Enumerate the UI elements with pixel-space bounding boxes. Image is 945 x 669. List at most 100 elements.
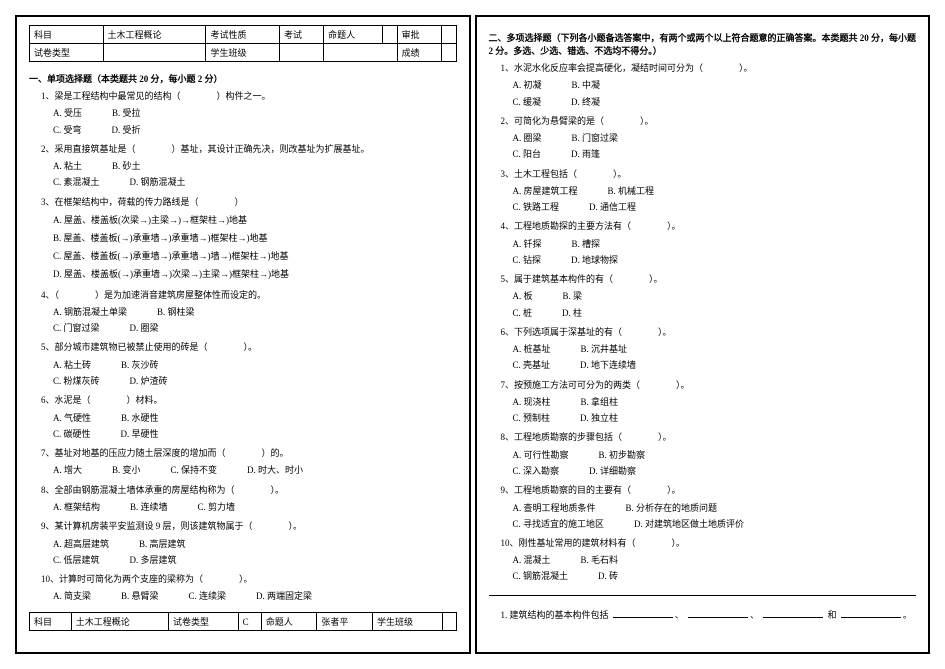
m4-c: C. 钻探	[513, 252, 542, 268]
q7-d: D. 时大、时小	[247, 462, 303, 478]
q2-stem: 2、采用直接筑基址是（ ）基址，其设计正确先决，则改基址为扩展基址。	[41, 142, 457, 156]
ftr-class-label: 学生班级	[373, 613, 443, 631]
q3-c: C. 屋盖、楼盖板(→)承重墙→)承重墙→)墙→)框架柱→)地基	[53, 248, 457, 264]
ftr-examiner-label: 命题人	[261, 613, 317, 631]
q5-stem: 5、部分城市建筑物已被禁止使用的砖是（ ）。	[41, 340, 457, 354]
m5-stem: 5、属于建筑基本构件的有（ ）。	[501, 272, 917, 286]
footer-table: 科目 土木工程概论 试卷类型 C 命题人 张者平 学生班级	[29, 612, 457, 631]
m2-b: B. 门窗过梁	[572, 130, 619, 146]
m9-stem: 9、工程地质勘察的目的主要有（ ）。	[501, 483, 917, 497]
m1-b: B. 中凝	[572, 77, 601, 93]
q5-c: C. 粉煤灰砖	[53, 373, 100, 389]
m8-c: C. 深入勘察	[513, 463, 560, 479]
q7-a: A. 增大	[53, 462, 82, 478]
hdr-reviewer-label: 审批	[397, 26, 441, 44]
q9-a: A. 超高层建筑	[53, 536, 109, 552]
hdr-exam-nature-label: 考试性质	[206, 26, 280, 44]
q1-d: D. 受折	[112, 122, 141, 138]
blank	[613, 608, 673, 618]
q1-a: A. 受压	[53, 105, 82, 121]
ftr-examiner-val: 张者平	[317, 613, 373, 631]
q7-stem: 7、基址对地基的压应力随土层深度的增加而（ ）的。	[41, 446, 457, 460]
and-text: 和	[828, 610, 837, 620]
q5-d: D. 炉渣砖	[130, 373, 168, 389]
right-page: 二、多项选择题（下列各小题备选答案中，有两个或两个以上符合题意的正确答案。本类题…	[475, 15, 931, 654]
m5-c: C. 桩	[513, 305, 533, 321]
q9-b: B. 高层建筑	[139, 536, 186, 552]
q1-c: C. 受弯	[53, 122, 82, 138]
m8-a: A. 可行性勘察	[513, 447, 569, 463]
m9-b: B. 分析存在的地质问题	[626, 500, 718, 516]
m10-a: A. 混凝土	[513, 552, 551, 568]
m7-a: A. 现浇柱	[513, 394, 551, 410]
q6-c: C. 碳硬性	[53, 426, 91, 442]
m7-d: D. 独立柱	[580, 410, 618, 426]
m7-stem: 7、按预施工方法可可分为的两类（ ）。	[501, 378, 917, 392]
m6-d: D. 地下连续墙	[580, 357, 636, 373]
m9-d: D. 对建筑地区做土地质评价	[634, 516, 744, 532]
q4-a: A. 钢筋混凝土单梁	[53, 304, 127, 320]
q9-d: D. 多层建筑	[130, 552, 177, 568]
m6-a: A. 桩基址	[513, 341, 551, 357]
q3-b: B. 屋盖、楼盖板(→)承重墙→)承重墙→)框架柱→)地基	[53, 230, 457, 246]
q9-c: C. 低层建筑	[53, 552, 100, 568]
hdr-reviewer-val	[441, 26, 456, 44]
m3-d: D. 通信工程	[589, 199, 636, 215]
q6-stem: 6、水泥是（ ）材料。	[41, 393, 457, 407]
m8-b: B. 初步勘察	[599, 447, 646, 463]
fill-q1: 1. 建筑结构的基本构件包括 、 、 和 。	[501, 608, 917, 621]
m7-b: B. 拿组柱	[581, 394, 619, 410]
ftr-subject-label: 科目	[30, 613, 72, 631]
blank	[841, 608, 901, 618]
q3-a: A. 屋盖、楼盖板(次梁→)主梁→)→框架柱→)地基	[53, 212, 457, 228]
m5-b: B. 梁	[563, 288, 583, 304]
m2-d: D. 雨篷	[571, 146, 600, 162]
m10-stem: 10、刚性基址常用的建筑材料有（ ）。	[501, 536, 917, 550]
q6-b: B. 水硬性	[121, 410, 159, 426]
m6-stem: 6、下列选项属于深基址的有（ ）。	[501, 325, 917, 339]
q5-b: B. 灰沙砖	[121, 357, 159, 373]
m2-a: A. 圈梁	[513, 130, 542, 146]
ftr-subject-val: 土木工程概论	[71, 613, 168, 631]
m5-d: D. 柱	[562, 305, 582, 321]
q2-d: D. 钢筋混凝土	[130, 174, 186, 190]
m8-stem: 8、工程地质勘察的步骤包括（ ）。	[501, 430, 917, 444]
q8-stem: 8、全部由钢筋混凝土墙体承重的房屋结构称为（ ）。	[41, 483, 457, 497]
section1-title: 一、单项选择题（本类题共 20 分，每小题 2 分）	[29, 72, 457, 85]
m9-c: C. 寻找适宜的施工地区	[513, 516, 605, 532]
hdr-exam-nature-val: 考试	[279, 26, 323, 44]
m3-b: B. 机械工程	[608, 183, 655, 199]
m4-d: D. 地球物探	[571, 252, 618, 268]
m6-c: C. 壳基址	[513, 357, 551, 373]
hdr-class-label: 学生班级	[206, 44, 280, 62]
q4-c: C. 门窗过梁	[53, 320, 100, 336]
fill-section: 1. 建筑结构的基本构件包括 、 、 和 。	[489, 595, 917, 621]
header-table: 科目 土木工程概论 考试性质 考试 命题人 审批 试卷类型 学生班级 成绩	[29, 25, 457, 62]
m9-a: A. 查明工程地质条件	[513, 500, 596, 516]
q10-a: A. 简支梁	[53, 588, 91, 604]
q8-a: A. 框架结构	[53, 499, 100, 515]
blank	[763, 608, 823, 618]
blank	[688, 608, 748, 618]
q10-d: D. 两端固定梁	[256, 588, 312, 604]
m2-stem: 2、可简化为悬臂梁的是（ ）。	[501, 114, 917, 128]
m7-c: C. 预制柱	[513, 410, 551, 426]
hdr-examiner-val	[382, 26, 397, 44]
hdr-score-label: 成绩	[397, 44, 441, 62]
m6-b: B. 沉井基址	[581, 341, 628, 357]
hdr-examiner-label: 命题人	[324, 26, 383, 44]
ftr-paper-type-label: 试卷类型	[169, 613, 239, 631]
m10-b: B. 毛石料	[581, 552, 619, 568]
m10-d: D. 砖	[598, 568, 618, 584]
m1-stem: 1、水泥水化反应率会提高硬化，凝结时间可分为（ ）。	[501, 61, 917, 75]
m1-d: D. 终凝	[571, 94, 600, 110]
m4-stem: 4、工程地质勘探的主要方法有（ ）。	[501, 219, 917, 233]
fill-q1-text: 1. 建筑结构的基本构件包括	[501, 610, 609, 620]
m3-a: A. 房屋建筑工程	[513, 183, 578, 199]
m1-a: A. 初凝	[513, 77, 542, 93]
m8-d: D. 详细勘察	[589, 463, 636, 479]
m4-b: B. 槽探	[572, 236, 601, 252]
q7-c: C. 保持不变	[171, 462, 218, 478]
hdr-paper-type-label: 试卷类型	[30, 44, 104, 62]
q8-b: B. 连续墙	[130, 499, 168, 515]
